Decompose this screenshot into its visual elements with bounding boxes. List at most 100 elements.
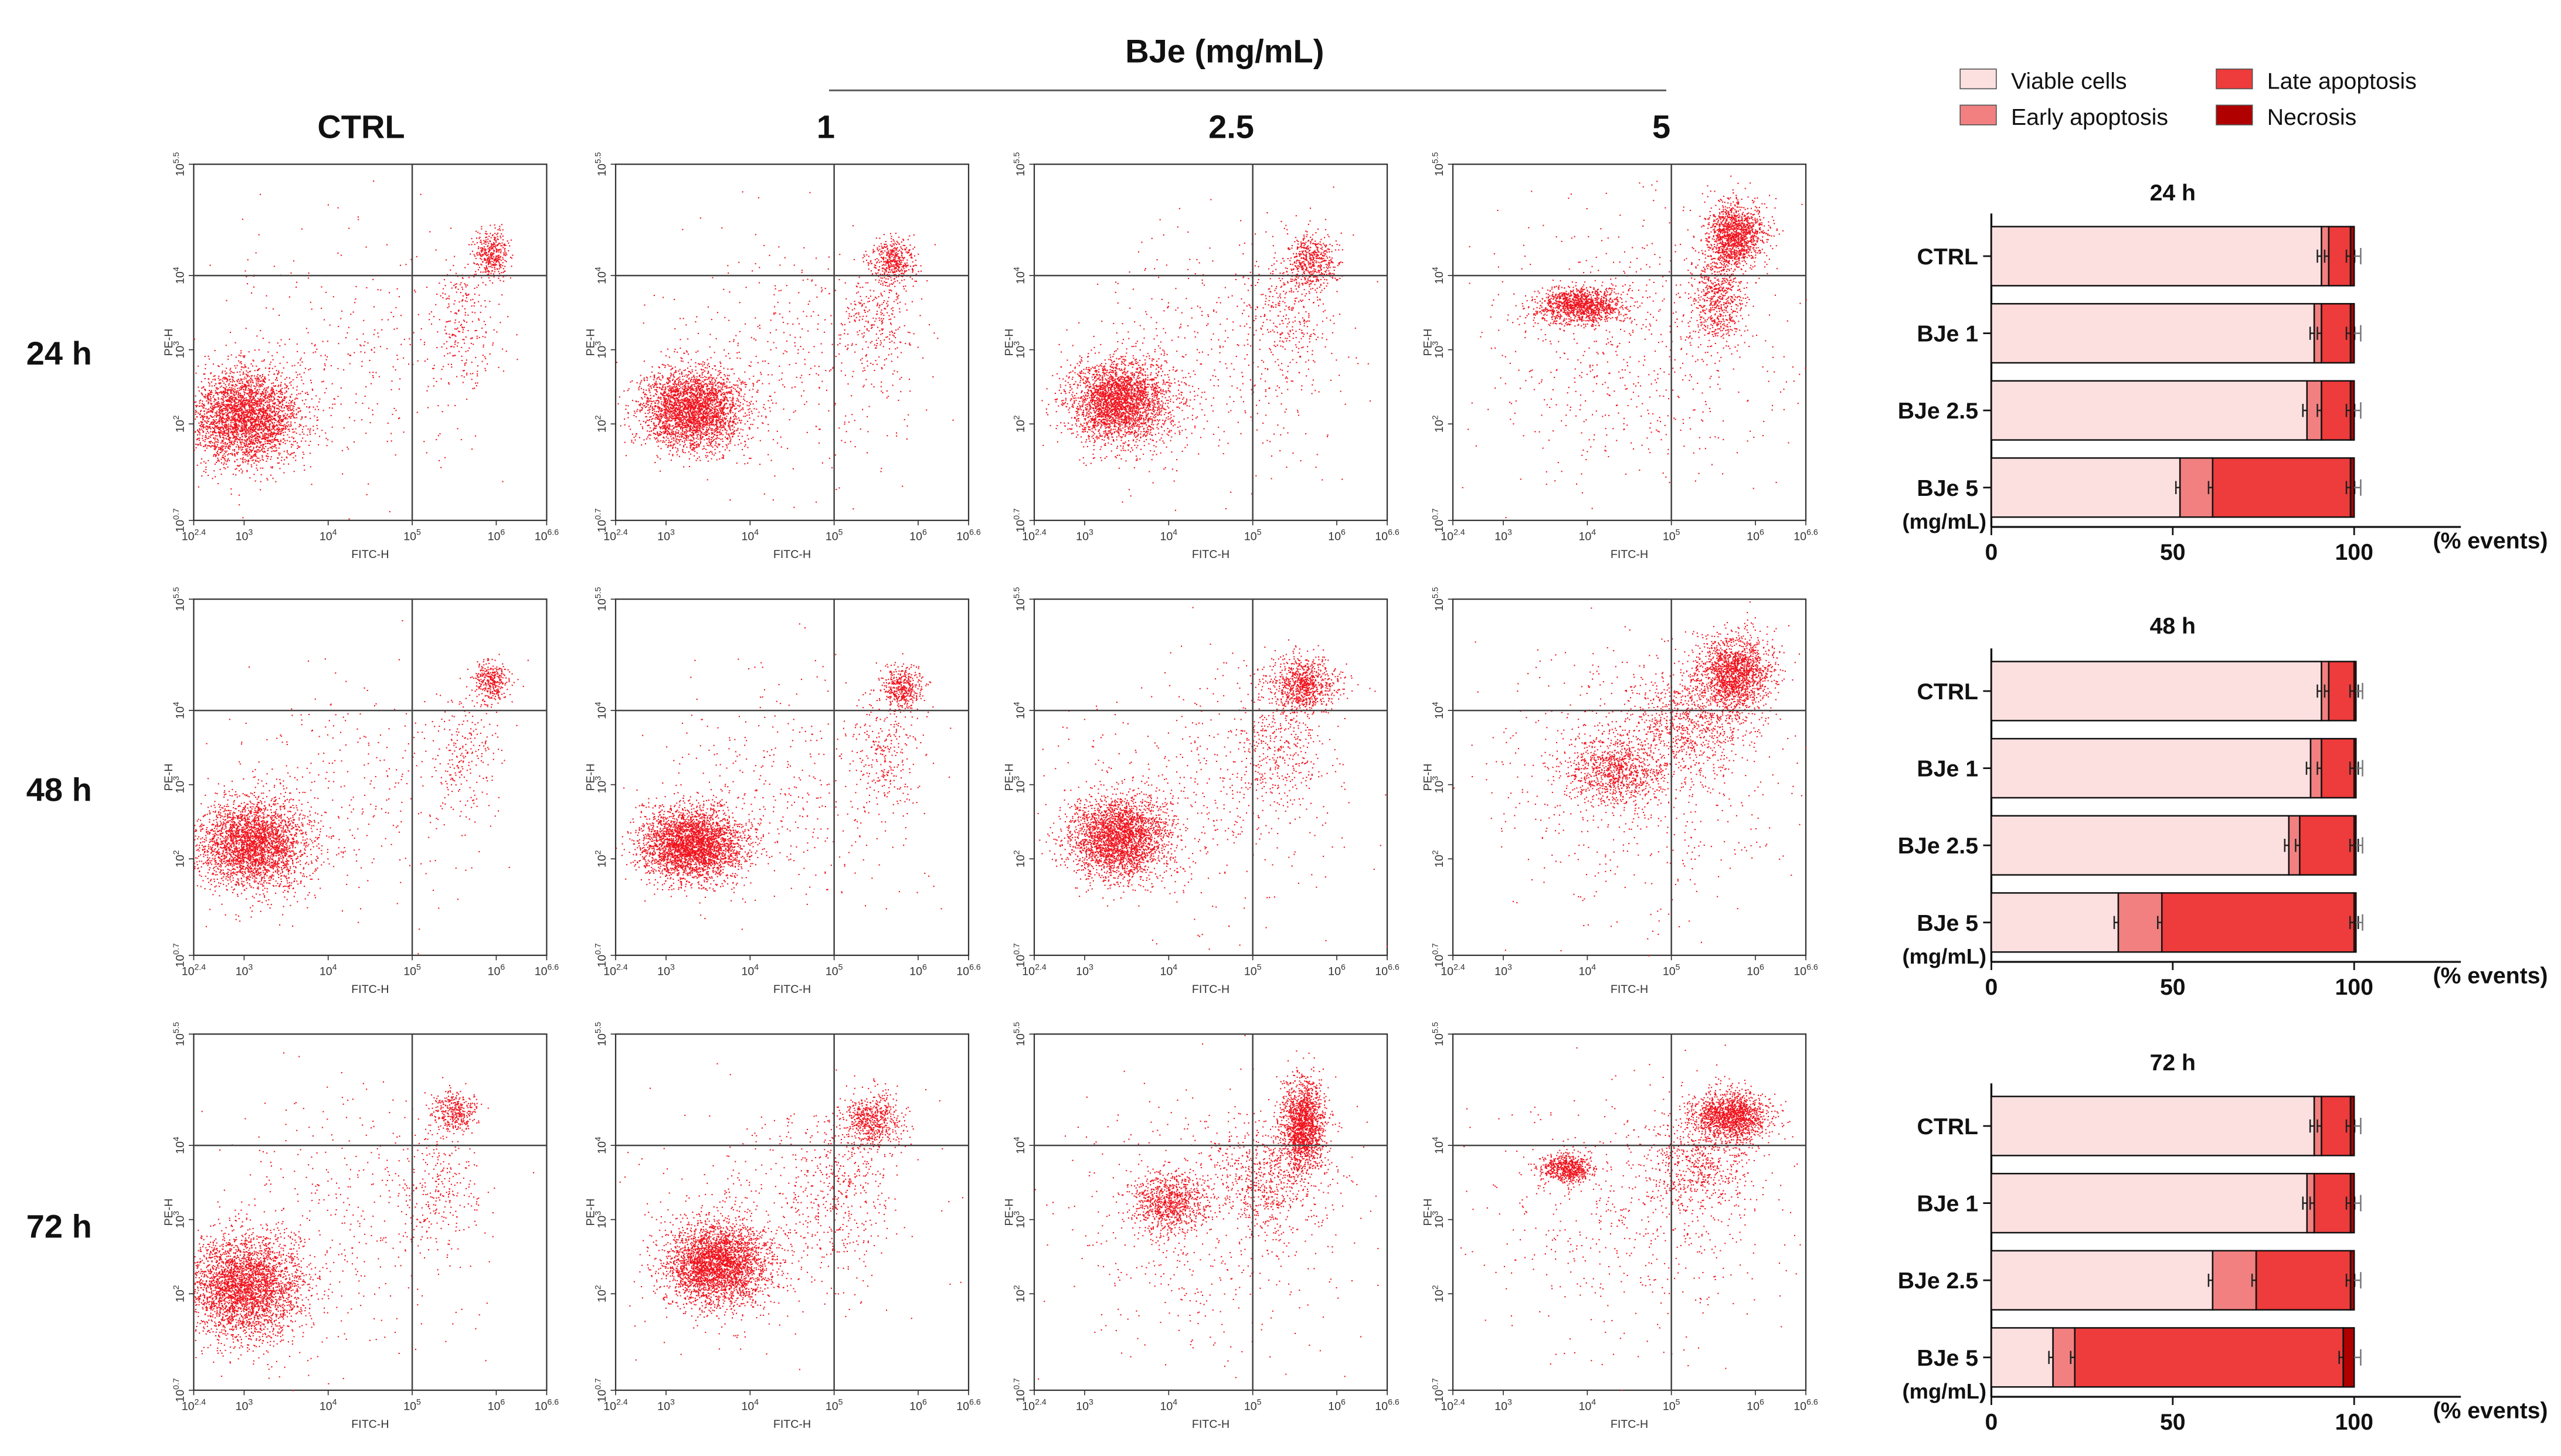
event-dot (250, 389, 252, 391)
event-dot (261, 416, 263, 417)
event-dot (225, 404, 227, 406)
event-dot (259, 409, 260, 411)
event-dot (242, 386, 244, 387)
event-dot (247, 461, 249, 462)
event-dot (259, 437, 261, 438)
event-dot (252, 365, 254, 367)
event-dot (278, 403, 280, 404)
event-dot (260, 431, 261, 433)
event-dot (219, 406, 221, 408)
column-label-2.5: 2.5 (1208, 108, 1254, 145)
event-dot (249, 443, 251, 445)
event-dot (232, 397, 234, 399)
event-dot (237, 394, 239, 396)
event-dot (264, 411, 266, 413)
event-dot (240, 396, 242, 398)
event-dot (497, 232, 499, 234)
event-dot (481, 228, 483, 230)
event-dot (278, 415, 280, 417)
event-dot (258, 428, 260, 430)
event-dot (275, 379, 277, 381)
event-dot (496, 234, 498, 236)
event-dot (455, 287, 457, 289)
event-dot (279, 431, 281, 433)
event-dot (449, 334, 450, 335)
event-dot (237, 420, 239, 421)
event-dot (263, 436, 265, 437)
event-dot (450, 281, 452, 283)
event-dot (227, 430, 229, 431)
event-dot (381, 319, 383, 321)
event-dot (276, 404, 277, 406)
event-dot (256, 445, 258, 447)
event-dot (260, 380, 262, 382)
event-dot (266, 478, 268, 479)
event-dot (257, 403, 259, 405)
event-dot (216, 415, 218, 417)
event-dot (284, 387, 286, 389)
event-dot (271, 432, 273, 434)
event-dot (675, 400, 677, 402)
event-dot (232, 419, 234, 420)
event-dot (668, 440, 670, 441)
event-dot (498, 268, 500, 270)
event-dot (644, 413, 646, 414)
event-dot (201, 426, 202, 428)
event-dot (485, 252, 487, 254)
event-dot (267, 421, 269, 423)
event-dot (707, 408, 709, 410)
event-dot (201, 428, 202, 430)
event-dot (250, 445, 252, 447)
event-dot (507, 316, 509, 318)
event-dot (735, 403, 736, 405)
event-dot (242, 446, 244, 448)
event-dot (338, 343, 339, 345)
event-dot (243, 419, 245, 420)
event-dot (233, 400, 235, 402)
event-dot (667, 403, 668, 405)
event-dot (214, 444, 216, 445)
event-dot (282, 441, 284, 443)
event-dot (235, 408, 236, 410)
event-dot (271, 445, 273, 447)
event-dot (237, 403, 239, 406)
event-dot (251, 436, 253, 438)
event-dot (208, 418, 209, 420)
event-dot (274, 422, 276, 424)
event-dot (482, 271, 484, 273)
event-dot (212, 379, 214, 380)
event-dot (243, 399, 244, 401)
event-dot (451, 287, 453, 289)
event-dot (250, 428, 252, 430)
event-dot (216, 450, 219, 452)
event-dot (212, 427, 213, 428)
event-dot (244, 416, 246, 418)
event-dot (267, 417, 269, 419)
event-dot (340, 318, 342, 319)
event-dot (225, 421, 227, 423)
event-dot (502, 235, 504, 237)
event-dot (478, 294, 480, 296)
event-dot (266, 295, 267, 297)
event-dot (250, 427, 252, 428)
event-dot (212, 427, 215, 429)
event-dot (201, 393, 203, 394)
event-dot (251, 389, 253, 391)
event-dot (471, 379, 473, 380)
event-dot (239, 407, 241, 409)
event-dot (624, 441, 626, 443)
event-dot (334, 398, 335, 400)
event-dot (250, 425, 252, 427)
event-dot (283, 434, 285, 436)
event-dot (498, 256, 500, 258)
event-dot (279, 453, 281, 454)
event-dot (368, 407, 369, 409)
event-dot (233, 390, 235, 392)
event-dot (247, 380, 249, 382)
event-dot (283, 438, 285, 440)
event-dot (266, 394, 267, 396)
event-dot (200, 444, 202, 446)
event-dot (454, 343, 456, 345)
event-dot (484, 300, 486, 302)
event-dot (224, 393, 226, 394)
